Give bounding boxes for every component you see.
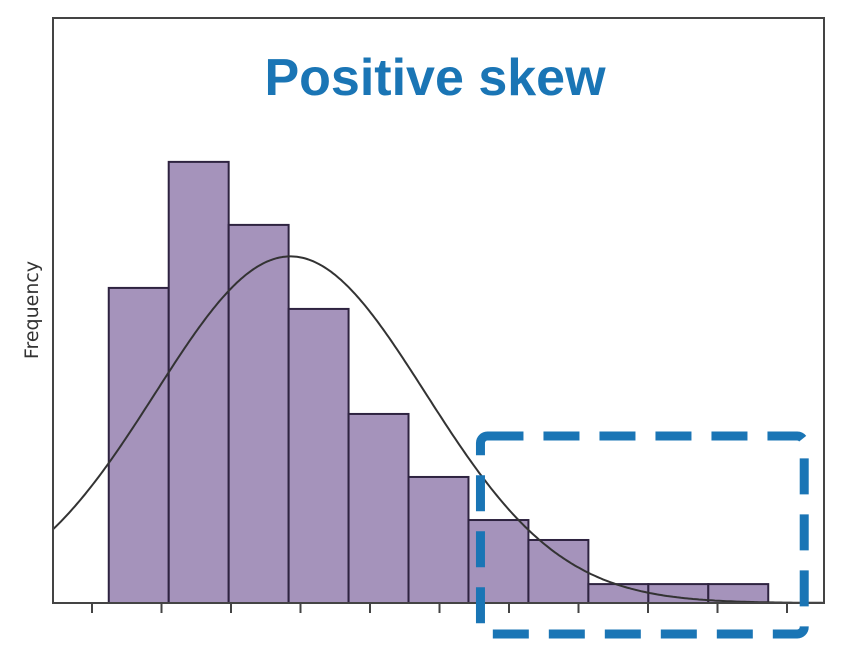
bars-group (107, 160, 770, 605)
histogram-bar (527, 538, 590, 604)
histogram-bar (107, 286, 170, 604)
histogram-bar (407, 475, 470, 604)
normal-curve (52, 255, 824, 604)
y-axis-label: Frequency (21, 261, 43, 359)
highlight-box (475, 431, 809, 639)
histogram-bar (347, 412, 410, 605)
histogram-bar (227, 223, 290, 604)
x-ticks (91, 603, 788, 613)
histogram-bar (287, 307, 350, 604)
histogram-bar (587, 583, 650, 605)
histogram-bar (167, 160, 230, 604)
chart-title: Positive skew (264, 49, 606, 107)
